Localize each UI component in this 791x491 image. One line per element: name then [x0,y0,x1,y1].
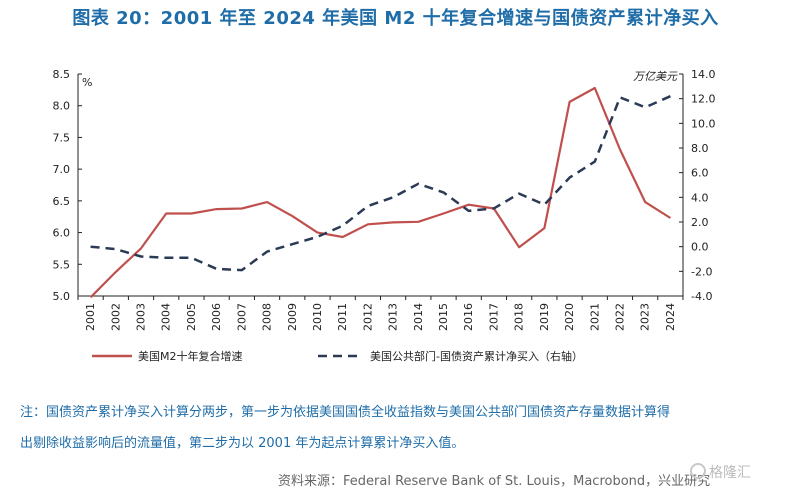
x-tick-label: 2022 [613,303,626,331]
right-tick-label: 14.0 [691,68,716,81]
left-axis-unit-label: % [82,76,92,89]
x-tick-label: 2009 [286,303,299,331]
x-tick-label: 2020 [563,303,576,331]
dual-axis-line-chart: 5.0 5.5 6.0 6.5 7.0 7.5 8.0 8.5 -4.0 -2.0 0.0 2.0 4.… [53,68,716,363]
series-layer [89,86,671,299]
right-tick-label: 6.0 [691,167,709,180]
x-tick-label: 2016 [462,303,475,331]
left-tick-label: 6.0 [53,227,71,240]
m2-growth-line [89,86,671,299]
x-tick-label: 2018 [513,303,526,331]
left-tick-label: 7.5 [53,131,71,144]
x-tick-label: 2024 [664,303,677,331]
treasury-net-purchase-line [90,95,671,272]
footnote-line-2: 出剔除收益影响后的流量值，第二步为以 2001 年为起点计算累计净买入值。 [20,436,465,451]
x-tick-label: 2008 [261,303,274,331]
x-tick-label: 2011 [336,303,349,331]
watermark: 格隆汇 [690,462,751,482]
left-tick-label: 5.0 [53,290,71,303]
left-tick-label: 8.0 [53,100,71,113]
right-tick-label: -2.0 [691,265,712,278]
x-tick-label: 2004 [160,303,173,331]
x-tick-label: 2010 [311,303,324,331]
x-tick-label: 2002 [109,303,122,331]
source-citation: 资料来源：Federal Reserve Bank of St. Louis，M… [278,474,711,489]
watermark-logo-icon [690,463,706,479]
right-tick-label: 8.0 [691,142,709,155]
right-tick-label: 4.0 [691,191,709,204]
x-tick-label: 2023 [639,303,652,331]
x-tick-label: 2013 [387,303,400,331]
right-tick-label: -4.0 [691,290,712,303]
left-tick-label: 5.5 [53,258,71,271]
x-tick-label: 2021 [588,303,601,331]
x-tick-label: 2005 [185,303,198,331]
right-tick-label: 12.0 [691,93,716,106]
right-tick-label: 10.0 [691,117,716,130]
left-tick-label: 6.5 [53,195,71,208]
right-tick-label: 0.0 [691,241,709,254]
x-tick-label: 2015 [437,303,450,331]
right-axis-unit-label: 万亿美元 [633,70,678,83]
x-tick-label: 2001 [84,303,97,331]
x-tick-label: 2012 [361,303,374,331]
watermark-text: 格隆汇 [709,465,751,481]
x-tick-label: 2019 [538,303,551,331]
footnote-line-1: 注：国债资产累计净买入计算分两步，第一步为依据美国国债全收益指数与美国公共部门国… [20,405,671,420]
chart-title: 图表 20：2001 年至 2024 年美国 M2 十年复合增速与国债资产累计净… [72,8,719,29]
x-tick-label: 2006 [210,303,223,331]
legend-layer: 美国M2十年复合增速 美国公共部门-国债资产累计净买入（右轴） [92,349,583,363]
legend-label-treasury: 美国公共部门-国债资产累计净买入（右轴） [370,349,583,363]
legend-label-m2: 美国M2十年复合增速 [138,349,243,363]
left-tick-label: 8.5 [53,68,71,81]
axes-layer: 5.0 5.5 6.0 6.5 7.0 7.5 8.0 8.5 -4.0 -2.0 0.0 2.0 4.… [53,68,716,331]
x-tick-label: 2017 [487,303,500,331]
right-tick-label: 2.0 [691,216,709,229]
left-tick-label: 7.0 [53,163,71,176]
x-tick-label: 2007 [235,303,248,331]
x-tick-label: 2014 [412,303,425,331]
x-tick-label: 2003 [135,303,148,331]
